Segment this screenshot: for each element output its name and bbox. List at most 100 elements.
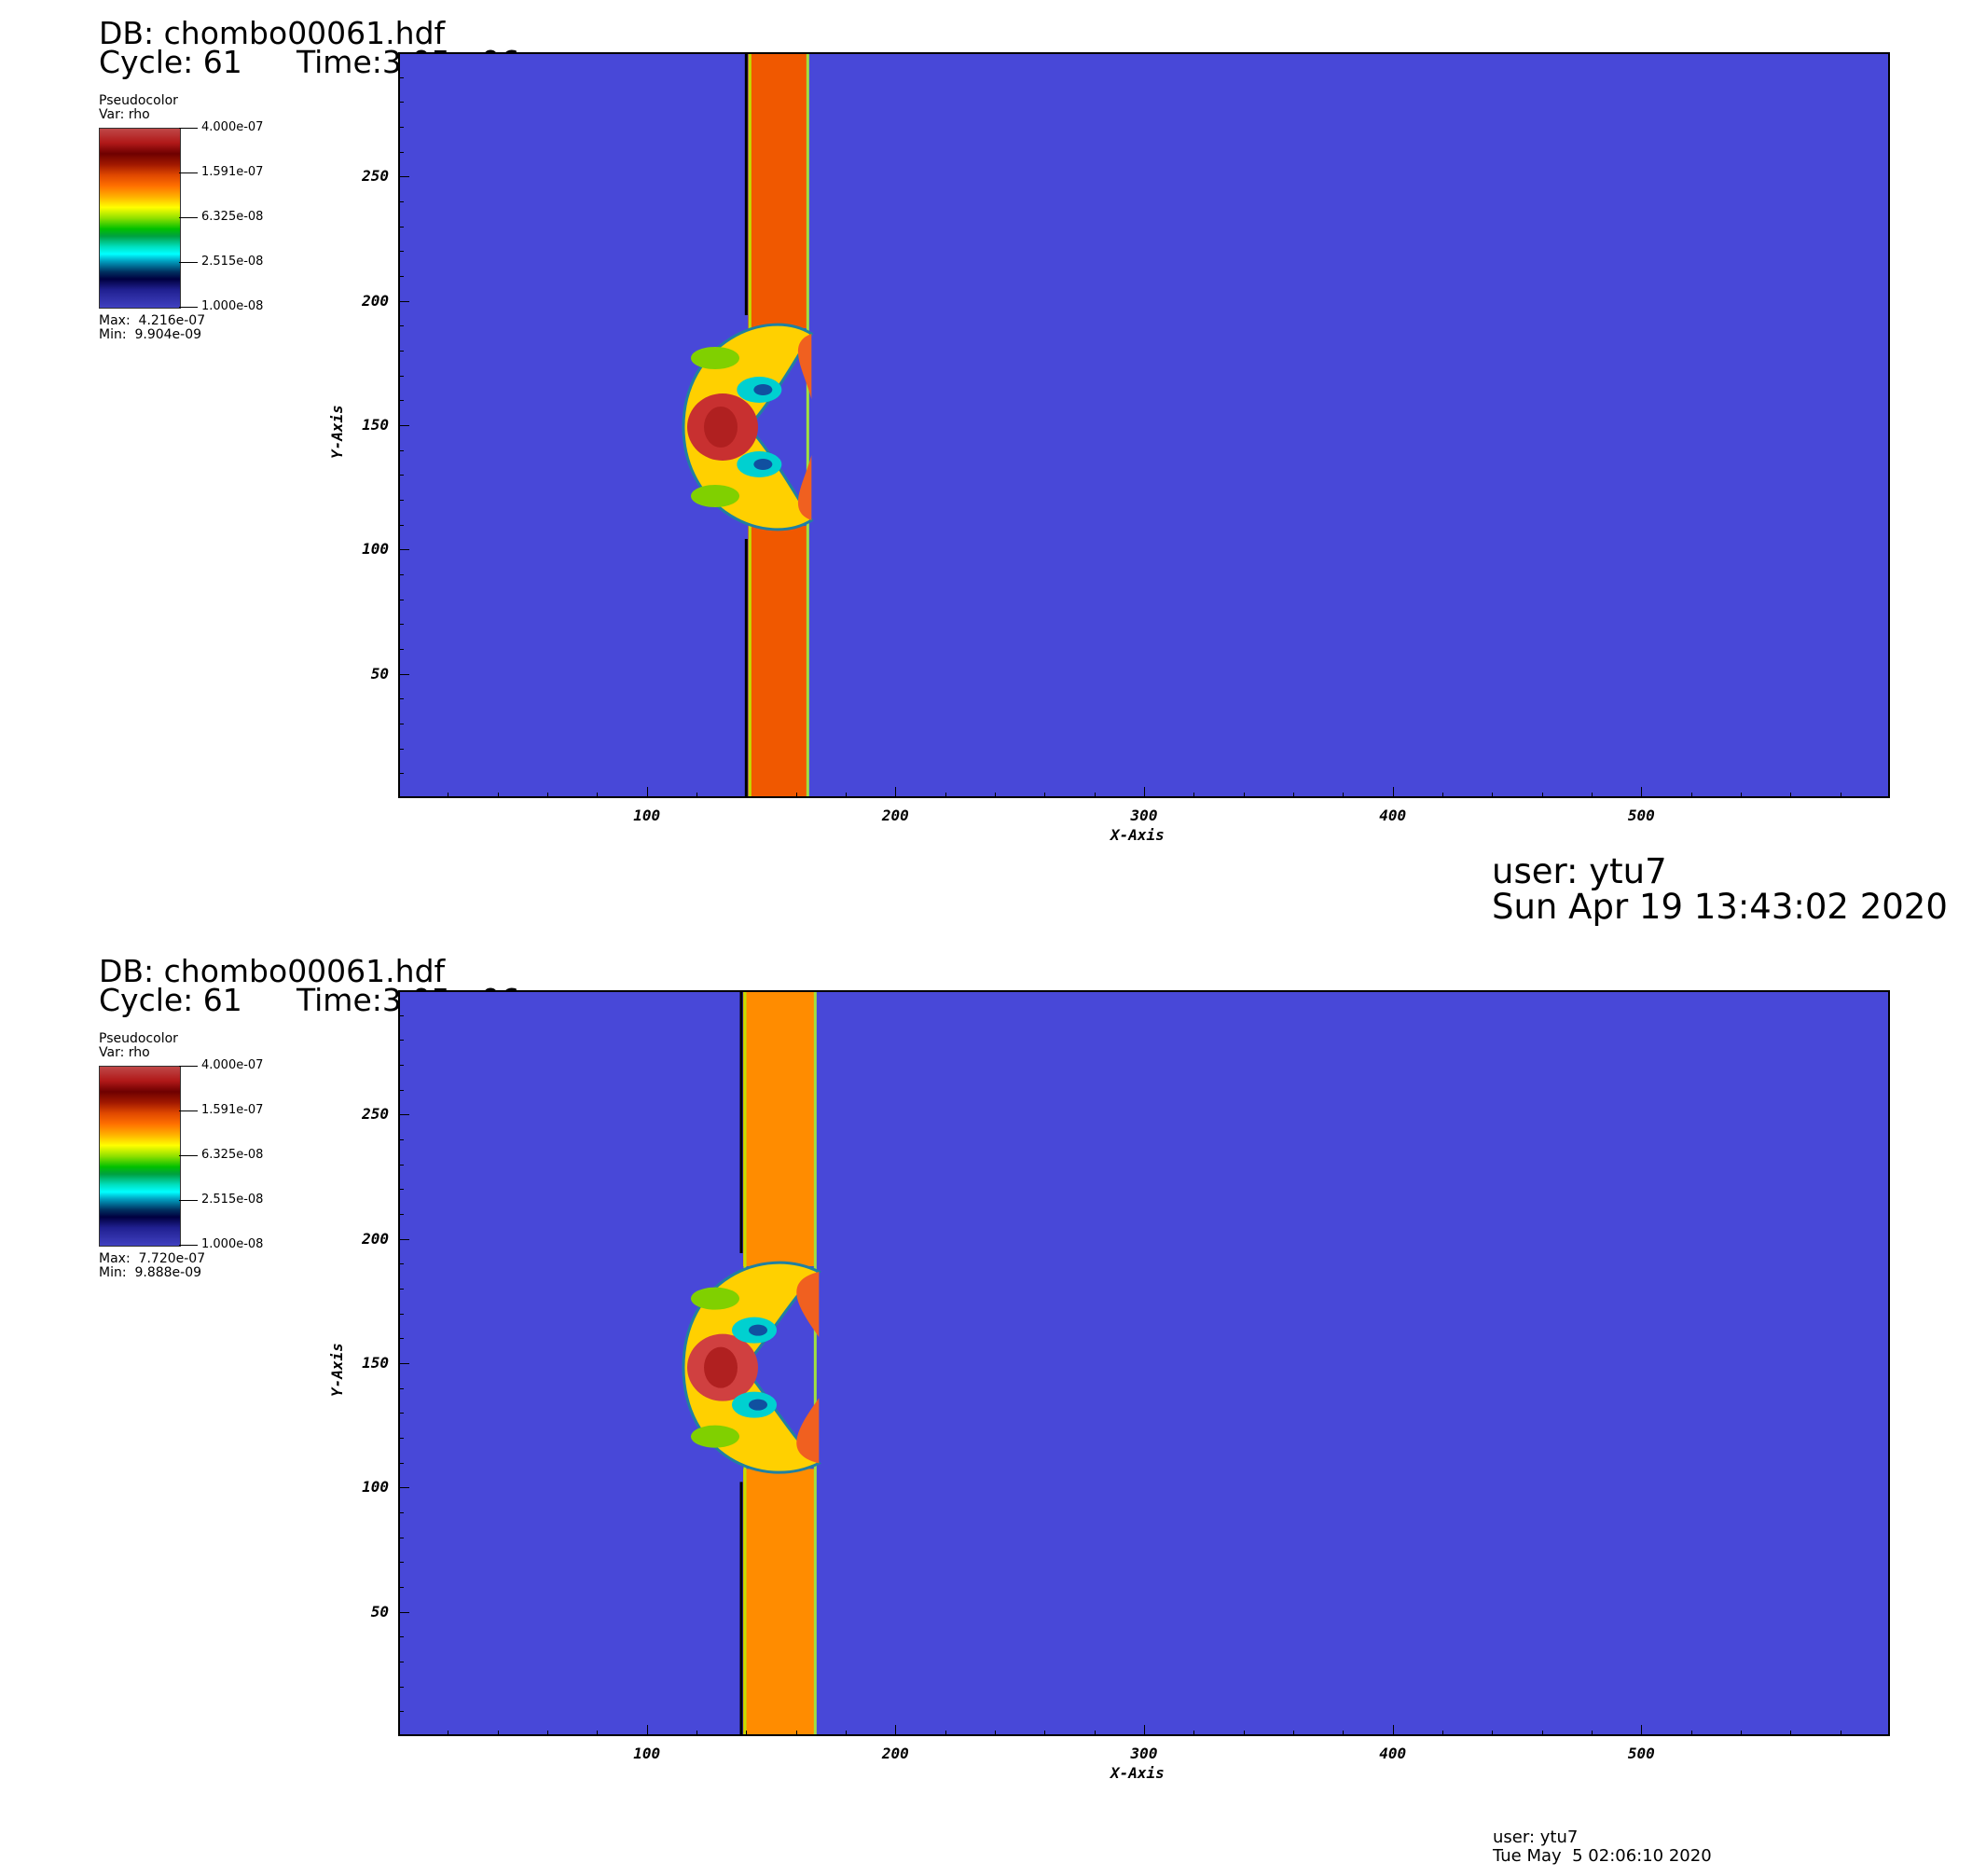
density-field bbox=[682, 54, 814, 796]
y-minor-tick bbox=[398, 698, 404, 700]
colorbar-tick bbox=[179, 262, 198, 263]
x-minor-tick bbox=[1790, 793, 1792, 798]
x-tick bbox=[1641, 787, 1643, 798]
y-tick bbox=[398, 425, 409, 426]
y-minor-tick bbox=[398, 400, 404, 402]
dense-band-upper bbox=[743, 992, 816, 1266]
colorbar bbox=[99, 128, 181, 309]
x-minor-tick bbox=[597, 793, 599, 798]
colorbar-tick-label: 6.325e-08 bbox=[201, 1148, 264, 1162]
database-label: DB: chombo00061.hdf bbox=[99, 953, 446, 989]
min-value: Min: 9.904e-09 bbox=[99, 327, 202, 342]
colorbar-tick-label: 2.515e-08 bbox=[201, 255, 264, 269]
y-minor-tick bbox=[398, 201, 404, 202]
y-tick bbox=[398, 1114, 409, 1116]
y-minor-tick bbox=[398, 1189, 404, 1191]
y-tick bbox=[398, 673, 409, 675]
colorbar-tick-label: 1.000e-08 bbox=[201, 299, 264, 313]
x-minor-tick bbox=[547, 793, 548, 798]
y-tick bbox=[398, 1487, 409, 1489]
y-minor-tick bbox=[398, 1413, 404, 1414]
x-tick-label: 300 bbox=[1130, 807, 1158, 824]
x-minor-tick bbox=[1492, 1731, 1494, 1736]
y-axis-title: Y-Axis bbox=[328, 405, 346, 459]
y-tick bbox=[398, 1363, 409, 1364]
y-minor-tick bbox=[398, 1289, 404, 1290]
y-tick bbox=[398, 1238, 409, 1240]
y-minor-tick bbox=[398, 1065, 404, 1066]
y-minor-tick bbox=[398, 1263, 404, 1265]
dense-band-upper bbox=[748, 54, 808, 328]
y-minor-tick bbox=[398, 151, 404, 153]
y-minor-tick bbox=[398, 1562, 404, 1564]
x-minor-tick bbox=[1442, 793, 1443, 798]
x-tick-label: 100 bbox=[633, 1745, 661, 1762]
colorbar-tick bbox=[179, 1110, 198, 1111]
x-minor-tick bbox=[1343, 1731, 1345, 1736]
colorbar-tick-label: 1.591e-07 bbox=[201, 165, 264, 179]
x-minor-tick bbox=[497, 793, 499, 798]
x-minor-tick bbox=[1094, 793, 1096, 798]
y-minor-tick bbox=[398, 375, 404, 377]
x-tick-label: 200 bbox=[881, 807, 909, 824]
y-minor-tick bbox=[398, 1636, 404, 1638]
cavity-upper-core bbox=[749, 1324, 767, 1336]
x-minor-tick bbox=[1541, 793, 1543, 798]
colorbar-tick bbox=[179, 307, 198, 308]
y-tick bbox=[398, 549, 409, 551]
y-minor-tick bbox=[398, 251, 404, 253]
upper-shell bbox=[797, 334, 812, 399]
x-tick bbox=[895, 787, 897, 798]
y-minor-tick bbox=[398, 1040, 404, 1041]
x-minor-tick bbox=[1293, 793, 1294, 798]
colorbar-tick-label: 4.000e-07 bbox=[201, 1058, 264, 1072]
y-minor-tick bbox=[398, 649, 404, 650]
max-value: Max: 4.216e-07 bbox=[99, 313, 206, 328]
timestamp-label: Sun Apr 19 13:43:02 2020 bbox=[1492, 887, 1948, 927]
y-tick-label: 150 bbox=[362, 416, 389, 434]
x-axis-title: X-Axis bbox=[1110, 1764, 1165, 1782]
y-tick-label: 100 bbox=[362, 1478, 389, 1497]
y-minor-tick bbox=[398, 1686, 404, 1688]
x-minor-tick bbox=[795, 1731, 797, 1736]
x-tick bbox=[646, 787, 648, 798]
x-minor-tick bbox=[1690, 793, 1692, 798]
x-tick-label: 400 bbox=[1379, 1745, 1407, 1762]
legend-plot-type: Pseudocolor bbox=[99, 93, 178, 108]
x-tick bbox=[1641, 1725, 1643, 1736]
x-tick bbox=[1392, 787, 1394, 798]
y-tick bbox=[398, 176, 409, 178]
x-minor-tick bbox=[746, 793, 748, 798]
x-minor-tick bbox=[547, 1731, 548, 1736]
y-minor-tick bbox=[398, 1587, 404, 1588]
x-minor-tick bbox=[1690, 1731, 1692, 1736]
user-label: user: ytu7 bbox=[1493, 1828, 1579, 1847]
y-tick-label: 250 bbox=[362, 1105, 389, 1124]
min-value: Min: 9.888e-09 bbox=[99, 1265, 202, 1280]
x-minor-tick bbox=[1343, 793, 1345, 798]
x-minor-tick bbox=[696, 1731, 697, 1736]
y-tick-label: 200 bbox=[362, 1229, 389, 1248]
legend-plot-type: Pseudocolor bbox=[99, 1031, 178, 1046]
x-tick-label: 500 bbox=[1627, 807, 1655, 824]
y-minor-tick bbox=[398, 1214, 404, 1215]
y-tick-label: 100 bbox=[362, 540, 389, 559]
density-field bbox=[682, 992, 821, 1734]
y-minor-tick bbox=[398, 748, 404, 750]
dense-band-lower bbox=[748, 526, 808, 796]
cavity-upper-core bbox=[753, 384, 773, 395]
x-tick bbox=[1144, 1725, 1145, 1736]
colorbar-tick-label: 1.000e-08 bbox=[201, 1237, 264, 1251]
x-minor-tick bbox=[1193, 793, 1195, 798]
x-minor-tick bbox=[995, 793, 996, 798]
colorbar-tick bbox=[179, 217, 198, 218]
x-minor-tick bbox=[1094, 1731, 1096, 1736]
green-zone-lower bbox=[691, 1425, 739, 1448]
dense-band-lower bbox=[743, 1469, 816, 1734]
green-zone-upper bbox=[691, 347, 739, 369]
y-minor-tick bbox=[398, 102, 404, 103]
x-minor-tick bbox=[846, 1731, 847, 1736]
y-minor-tick bbox=[398, 1387, 404, 1389]
cycle-label: Cycle: 61 bbox=[99, 44, 242, 80]
